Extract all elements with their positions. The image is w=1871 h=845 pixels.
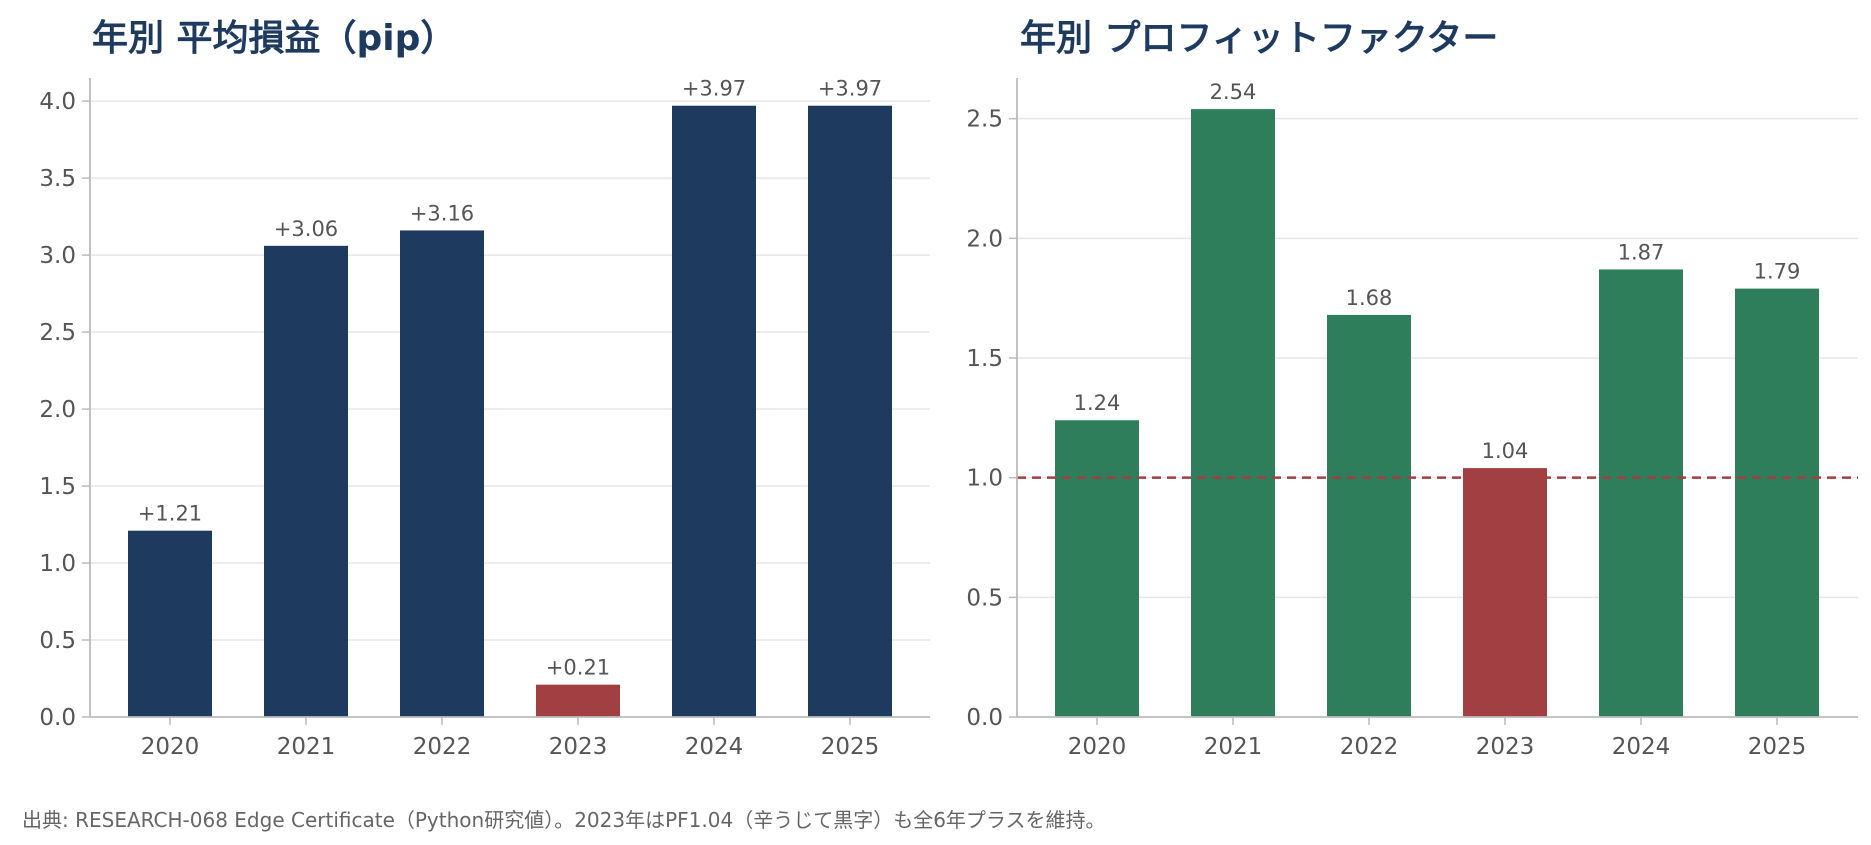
avg-pl-axes: 0.0 0.5 1.0 1.5 2.0 2.5 3.0 3.5 4.0 2020 2021 2022 2… bbox=[39, 78, 930, 760]
x-tick-label-2020: 2020 bbox=[1068, 734, 1127, 760]
x-tick-label-2024: 2024 bbox=[1612, 734, 1671, 760]
y-tick-label: 1.0 bbox=[966, 466, 1003, 492]
bar-2022 bbox=[1327, 314, 1411, 717]
data-label-2023: 1.04 bbox=[1482, 439, 1529, 463]
profit-factor-axes: 0.0 0.5 1.0 1.5 2.0 2.5 2020 2021 2022 2023 2024 20… bbox=[966, 78, 1858, 760]
bar-2024 bbox=[672, 105, 756, 718]
x-tick-label-2020: 2020 bbox=[141, 734, 200, 760]
y-tick-label: 2.5 bbox=[966, 107, 1003, 133]
data-label-2020: +1.21 bbox=[138, 502, 202, 526]
bar-2020 bbox=[128, 530, 212, 717]
data-label-2020: 1.24 bbox=[1074, 391, 1121, 415]
data-label-2023: +0.21 bbox=[546, 656, 610, 680]
data-label-2022: 1.68 bbox=[1346, 286, 1393, 310]
bar-2021 bbox=[1191, 109, 1275, 717]
y-tick-label: 0.0 bbox=[966, 705, 1003, 731]
data-label-2024: +3.97 bbox=[682, 77, 746, 101]
bar-2020 bbox=[1055, 420, 1139, 717]
y-tick-label: 2.0 bbox=[966, 226, 1003, 252]
data-label-2024: 1.87 bbox=[1618, 240, 1665, 264]
x-tick-label-2023: 2023 bbox=[1476, 734, 1535, 760]
y-tick-label: 3.0 bbox=[39, 243, 76, 269]
bar-2025 bbox=[808, 105, 892, 718]
bar-2021 bbox=[264, 245, 348, 717]
profit-factor-chart-title: 年別 プロフィットファクター bbox=[1020, 18, 1498, 59]
y-tick-label: 2.0 bbox=[39, 397, 76, 423]
bar-2022 bbox=[400, 230, 484, 717]
data-label-2021: +3.06 bbox=[274, 217, 338, 241]
y-tick-label: 1.5 bbox=[966, 346, 1003, 372]
data-label-2025: 1.79 bbox=[1754, 260, 1801, 284]
data-label-2021: 2.54 bbox=[1210, 80, 1257, 104]
x-tick-label-2023: 2023 bbox=[549, 734, 608, 760]
avg-pl-bars bbox=[128, 105, 892, 718]
bar-2024 bbox=[1599, 269, 1683, 717]
y-tick-label: 0.5 bbox=[39, 628, 76, 654]
y-tick-label: 0.5 bbox=[966, 585, 1003, 611]
x-tick-label-2022: 2022 bbox=[413, 734, 472, 760]
avg-pl-gridlines bbox=[90, 100, 930, 641]
y-tick-label: 4.0 bbox=[39, 89, 76, 115]
profit-factor-data-labels: 1.24 2.54 1.68 1.04 1.87 1.79 bbox=[1074, 80, 1801, 463]
bar-2023 bbox=[1463, 468, 1547, 717]
charts-canvas: 年別 平均損益（pip） +1.21 +3.06 +3.16 +0.21 +3.97 +3… bbox=[39, 18, 1858, 760]
x-tick-label-2021: 2021 bbox=[277, 734, 336, 760]
avg-pl-chart-title: 年別 平均損益（pip） bbox=[92, 18, 456, 59]
profit-factor-chart: 年別 プロフィットファクター 1.242.541.681.041.871.79 … bbox=[966, 18, 1858, 760]
x-tick-label-2024: 2024 bbox=[685, 734, 744, 760]
x-tick-label-2022: 2022 bbox=[1340, 734, 1399, 760]
y-tick-label: 2.5 bbox=[39, 320, 76, 346]
avg-pl-data-labels: +1.21 +3.06 +3.16 +0.21 +3.97 +3.97 bbox=[138, 77, 882, 680]
y-tick-label: 1.0 bbox=[39, 551, 76, 577]
bar-2025 bbox=[1735, 288, 1819, 717]
source-footnote: 出典: RESEARCH-068 Edge Certificate（Python… bbox=[22, 808, 1106, 832]
y-tick-label: 0.0 bbox=[39, 705, 76, 731]
data-label-2022: +3.16 bbox=[410, 201, 474, 225]
bar-2023 bbox=[536, 684, 620, 717]
avg-pl-chart: 年別 平均損益（pip） +1.21 +3.06 +3.16 +0.21 +3.97 +3… bbox=[39, 18, 930, 760]
x-tick-label-2025: 2025 bbox=[821, 734, 880, 760]
y-tick-label: 3.5 bbox=[39, 166, 76, 192]
data-label-2025: +3.97 bbox=[818, 77, 882, 101]
profit-factor-gridlines bbox=[1017, 117, 1858, 599]
y-tick-label: 1.5 bbox=[39, 474, 76, 500]
x-tick-label-2025: 2025 bbox=[1748, 734, 1807, 760]
profit-factor-bars bbox=[1055, 109, 1819, 717]
x-tick-label-2021: 2021 bbox=[1204, 734, 1263, 760]
